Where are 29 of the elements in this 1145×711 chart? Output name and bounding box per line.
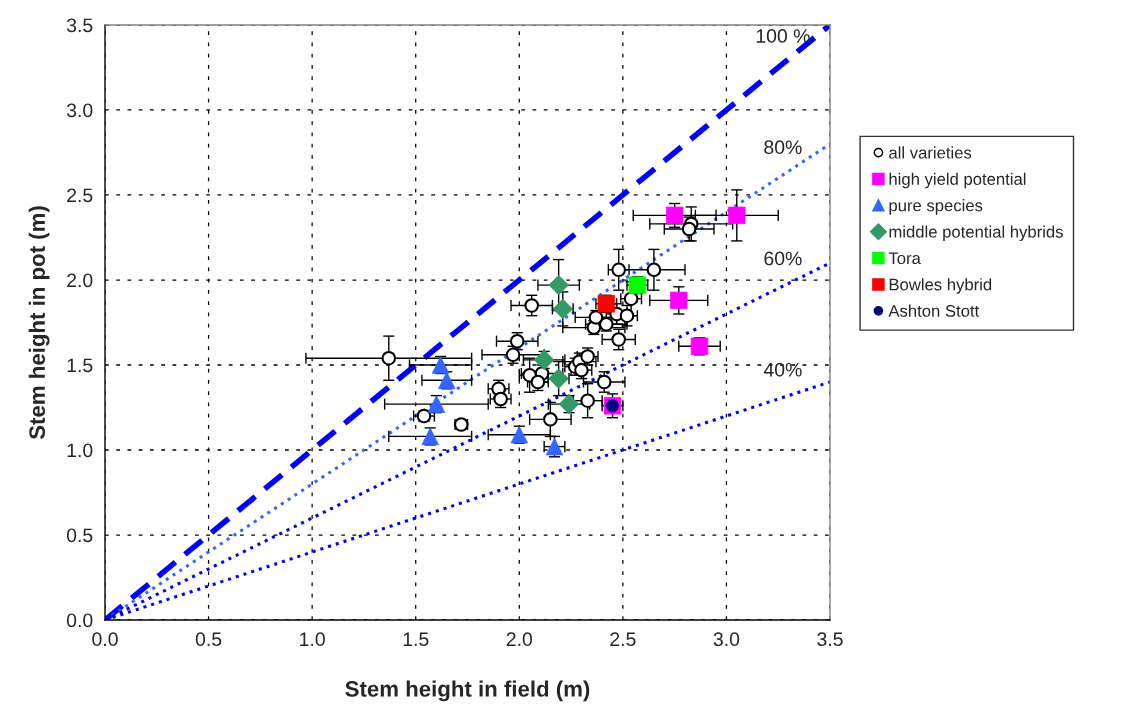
y-tick-label: 1.5 <box>67 358 93 373</box>
legend-label: Tora <box>888 252 921 265</box>
series-label: 40% <box>763 362 802 377</box>
x-tick-label: 0.0 <box>92 632 118 647</box>
x-tick-label: 2.0 <box>506 632 533 647</box>
x-tick-label: 3.0 <box>713 632 740 647</box>
x-tick-label: 1.0 <box>300 632 325 647</box>
x-tick-label: 0.5 <box>195 632 222 647</box>
y-tick-label: 0.0 <box>66 613 93 628</box>
y-tick-label: 3.0 <box>66 103 93 118</box>
y-tick-label: 3.5 <box>66 18 93 33</box>
x-tick-label: 2.5 <box>610 632 636 647</box>
x-axis-title: Stem height in field (m) <box>345 680 590 702</box>
x-tick-label: 3.5 <box>817 632 843 647</box>
y-tick-label: 2.5 <box>67 188 93 203</box>
legend-label: all varieties <box>889 146 972 159</box>
legend-label: pure species <box>889 199 983 215</box>
x-tick-label: 1.5 <box>403 632 429 647</box>
series-label: 60% <box>764 251 802 266</box>
y-tick-label: 1.0 <box>67 443 93 458</box>
legend-label: Bowles hybrid <box>889 278 992 294</box>
y-tick-label: 2.0 <box>67 273 93 288</box>
y-tick-label: 0.5 <box>66 528 93 543</box>
series-label: 80% <box>764 140 802 155</box>
legend-label: middle potential hybrids <box>889 225 1063 242</box>
legend-label: Ashton Stott <box>888 304 980 317</box>
y-axis-title: Stem height in pot (m) <box>28 206 50 440</box>
series-label: 100 % <box>756 29 810 43</box>
legend-label: high yield potential <box>889 172 1026 189</box>
